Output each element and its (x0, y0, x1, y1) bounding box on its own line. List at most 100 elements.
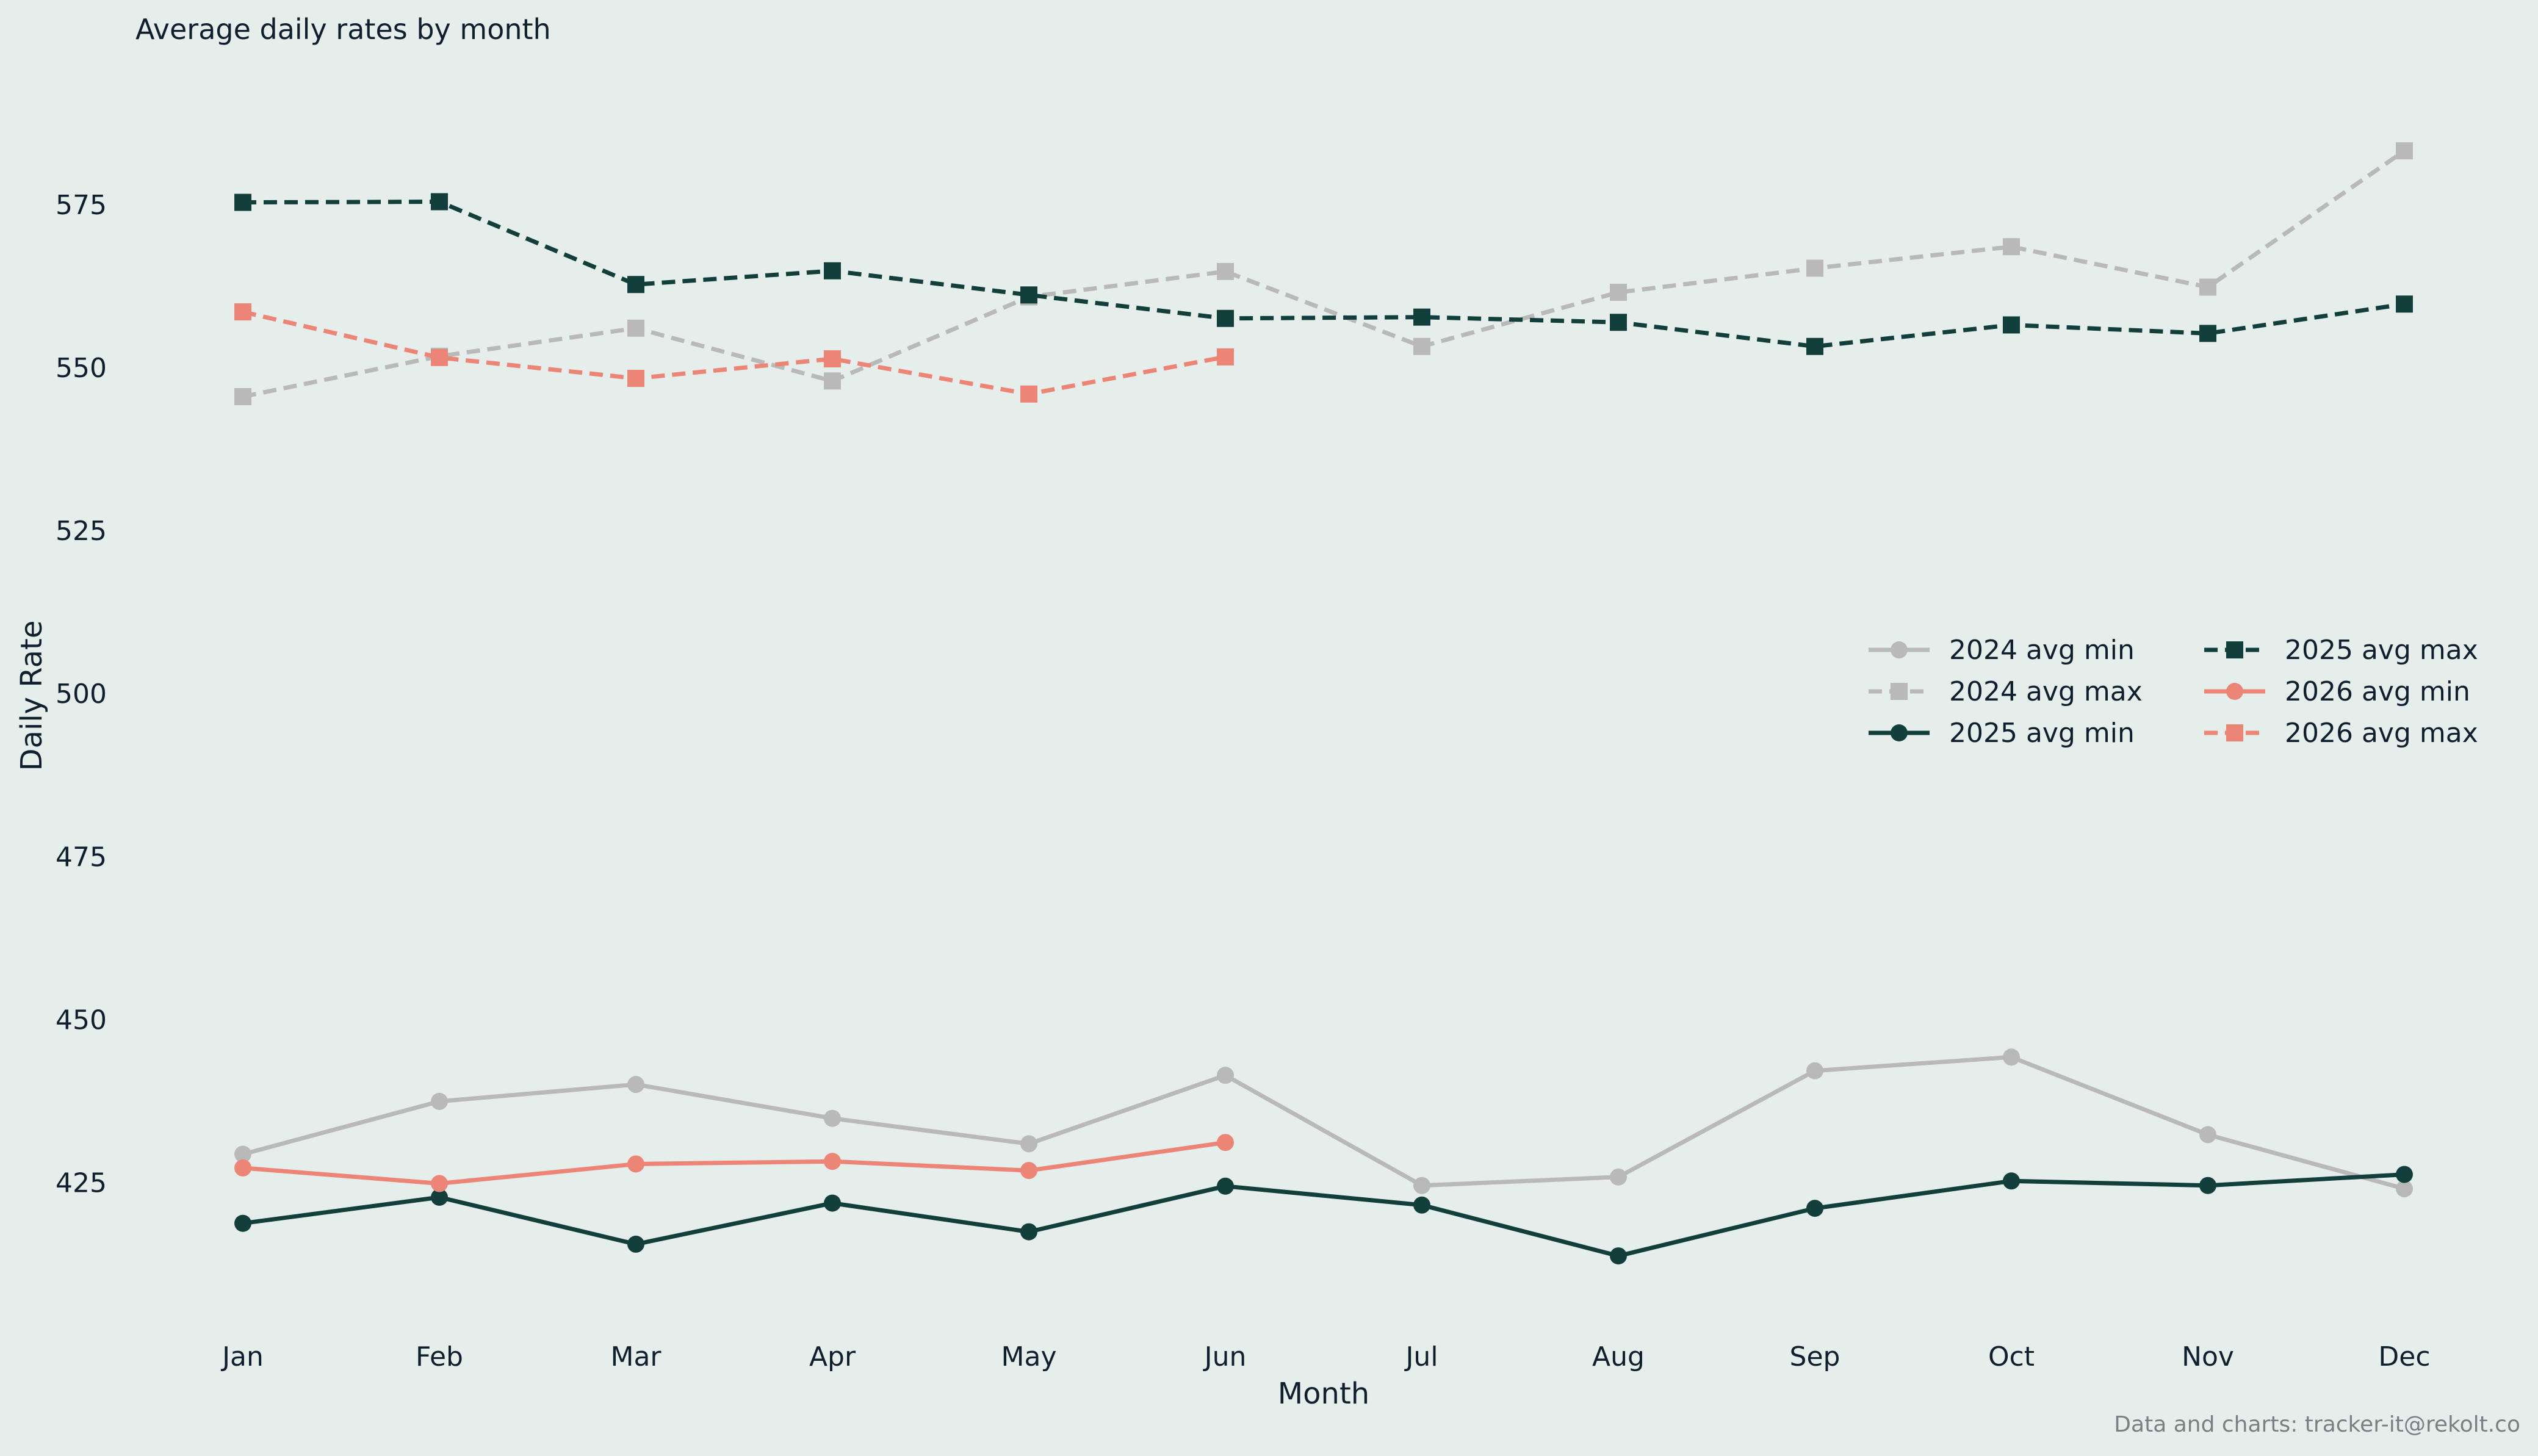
x-axis-ticks: Jan Feb Mar Apr May Jun Jul Aug Sep Oct Nov Dec (220, 1341, 2430, 1372)
data-point-square (1020, 286, 1037, 304)
legend-item-2025-avg-min: 2025 avg min (1869, 718, 2135, 749)
data-point-square (234, 303, 251, 321)
data-point-circle (234, 1214, 251, 1232)
data-point-square (1806, 337, 1823, 355)
y-tick-label: 500 (56, 679, 107, 710)
x-axis-label: Month (1278, 1377, 1369, 1411)
x-tick-label: Aug (1592, 1341, 1645, 1372)
x-tick-label: Sep (1790, 1341, 1840, 1372)
data-point-square (1217, 262, 1234, 280)
data-point-square (1020, 385, 1037, 403)
y-tick-label: 450 (56, 1004, 107, 1036)
legend-swatch-marker (1891, 641, 1908, 658)
data-point-square (2199, 325, 2216, 342)
legend-label: 2025 avg max (2285, 635, 2478, 666)
x-tick-label: Jan (220, 1341, 264, 1372)
data-point-circle (1806, 1200, 1823, 1217)
data-point-square (1217, 309, 1234, 327)
data-point-square (2396, 295, 2413, 313)
legend-item-2025-avg-max: 2025 avg max (2204, 635, 2478, 666)
series-2025-avg-min (234, 1166, 2413, 1265)
data-point-circle (431, 1175, 448, 1192)
x-tick-label: Feb (416, 1341, 463, 1372)
data-point-circle (1610, 1247, 1627, 1265)
series-line-2025-avg-max (242, 200, 2405, 349)
series-2025-avg-max (234, 193, 2413, 355)
legend-swatch-marker (1891, 724, 1908, 741)
data-point-circle (824, 1153, 841, 1170)
series-2026-avg-min (234, 1134, 1234, 1192)
data-point-circle (431, 1188, 448, 1206)
y-tick-label: 425 (56, 1167, 107, 1198)
x-tick-label: Jul (1404, 1341, 1438, 1372)
data-point-circle (1020, 1162, 1037, 1180)
x-tick-label: Jun (1203, 1341, 1247, 1372)
data-point-square (2003, 316, 2020, 334)
legend-label: 2024 avg max (1949, 676, 2143, 707)
series-line-2025-avg-min (242, 1172, 2405, 1258)
data-point-circle (627, 1076, 644, 1094)
data-point-circle (1217, 1134, 1234, 1151)
data-point-circle (234, 1145, 251, 1163)
chart-title: Average daily rates by month (135, 13, 551, 46)
data-point-circle (1806, 1062, 1823, 1079)
x-tick-label: May (1001, 1341, 1057, 1372)
y-axis-ticks: 425 450 475 500 525 550 575 (56, 190, 107, 1199)
data-point-circle (1217, 1177, 1234, 1195)
y-tick-label: 575 (56, 190, 107, 221)
data-point-square (2003, 238, 2020, 256)
series-layer (234, 142, 2413, 1265)
legend-swatch-marker (1891, 683, 1908, 700)
data-point-circle (824, 1109, 841, 1127)
legend: 2024 avg min 2024 avg max 2025 avg min 2025… (1869, 635, 2478, 749)
x-tick-label: Mar (610, 1341, 662, 1372)
data-point-circle (824, 1194, 841, 1212)
data-point-circle (2199, 1177, 2216, 1194)
data-point-circle (431, 1092, 448, 1110)
data-point-square (2199, 278, 2216, 296)
series-line-2026-avg-min (242, 1140, 1226, 1186)
legend-label: 2025 avg min (1949, 718, 2135, 749)
legend-item-2024-avg-min: 2024 avg min (1869, 635, 2135, 666)
data-point-circle (1020, 1135, 1037, 1153)
data-point-circle (627, 1155, 644, 1173)
data-point-square (824, 350, 841, 368)
series-2024-avg-min (234, 1048, 2413, 1198)
data-point-square (824, 262, 841, 279)
data-point-circle (1413, 1177, 1430, 1194)
data-point-circle (2396, 1166, 2413, 1183)
legend-label: 2024 avg min (1949, 635, 2135, 666)
footer-credit: Data and charts: tracker-it@rekolt.co (2114, 1412, 2520, 1437)
series-line-2024-avg-min (242, 1054, 2405, 1191)
y-tick-label: 475 (56, 842, 107, 873)
series-line-2024-avg-max (242, 149, 2406, 399)
legend-item-2026-avg-max: 2026 avg max (2204, 718, 2478, 749)
x-tick-label: Dec (2378, 1341, 2430, 1372)
data-point-circle (2396, 1180, 2413, 1198)
data-point-square (1610, 314, 1627, 331)
legend-item-2024-avg-max: 2024 avg max (1869, 676, 2143, 707)
data-point-square (431, 193, 448, 211)
data-point-square (824, 372, 841, 390)
legend-item-2026-avg-min: 2026 avg min (2204, 676, 2470, 707)
y-tick-label: 550 (56, 353, 107, 384)
data-point-square (234, 388, 251, 405)
data-point-circle (2003, 1048, 2020, 1066)
data-point-circle (2003, 1172, 2020, 1190)
data-point-square (627, 276, 644, 294)
series-line-2026-avg-max (242, 309, 1226, 397)
data-point-square (234, 193, 251, 211)
y-axis-label: Daily Rate (15, 621, 49, 771)
legend-swatch-marker (2226, 683, 2243, 700)
data-point-square (1806, 259, 1823, 277)
data-point-square (1413, 337, 1430, 355)
series-2026-avg-max (234, 303, 1234, 403)
x-tick-label: Nov (2182, 1341, 2234, 1372)
legend-swatch-marker (2226, 641, 2243, 658)
data-point-square (431, 348, 448, 366)
legend-label: 2026 avg min (2285, 676, 2470, 707)
data-point-square (627, 319, 644, 337)
data-point-circle (1217, 1067, 1234, 1084)
